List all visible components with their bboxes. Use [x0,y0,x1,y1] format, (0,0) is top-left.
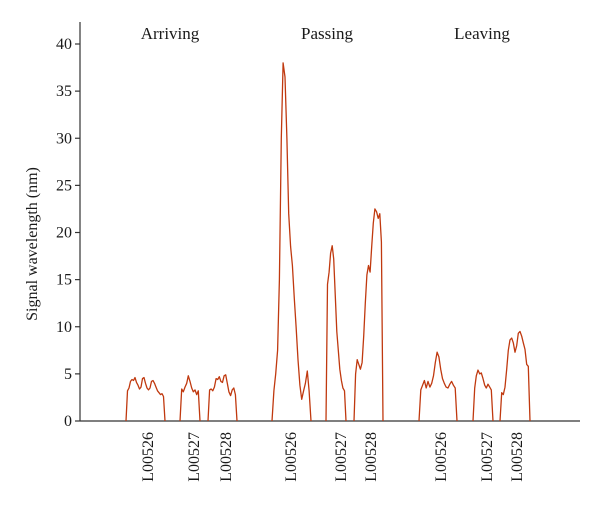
series-line-leaving-l00528 [499,330,531,422]
y-tick-label: 25 [56,177,72,194]
x-tick-label: L00526 [433,432,450,482]
series-layer [125,62,531,422]
series-line-arriving-l00526 [125,376,166,422]
series-line-passing-l00528 [353,208,384,422]
series-line-arriving-l00527 [179,375,201,422]
x-tick-label: L00528 [509,432,526,482]
x-tick-label: L00526 [140,432,157,482]
y-axis-title: Signal wavelength (nm) [24,167,41,321]
x-tick-label: L00528 [218,432,235,482]
y-axis: 0 5 10 15 20 25 30 35 40 [56,22,81,430]
group-labels: Arriving Passing Leaving [141,24,511,43]
x-tick-label: L00527 [479,432,496,482]
series-line-passing-l00526 [271,62,312,422]
group-label-leaving: Leaving [454,24,510,43]
x-tick-label: L00527 [333,432,350,482]
y-tick-label: 5 [64,366,72,383]
series-line-arriving-l00528 [207,374,238,422]
x-tick-label: L00528 [363,432,380,482]
series-line-leaving-l00527 [472,369,494,422]
series-line-passing-l00527 [325,245,347,422]
y-tick-label: 15 [56,272,72,289]
x-tick-label: L00527 [186,432,203,482]
series-line-leaving-l00526 [418,351,458,422]
y-tick-label: 10 [56,319,72,336]
group-label-passing: Passing [301,24,353,43]
y-tick-label: 30 [56,130,72,147]
x-tick-labels: L00526 L00527 L00528 L00526 L00527 L00528 L005… [140,432,526,482]
y-tick-label: 20 [56,225,72,242]
y-tick-label: 0 [64,413,72,430]
x-tick-label: L00526 [283,432,300,482]
y-tick-label: 40 [56,36,72,53]
y-tick-label: 35 [56,83,72,100]
group-label-arriving: Arriving [141,24,200,43]
